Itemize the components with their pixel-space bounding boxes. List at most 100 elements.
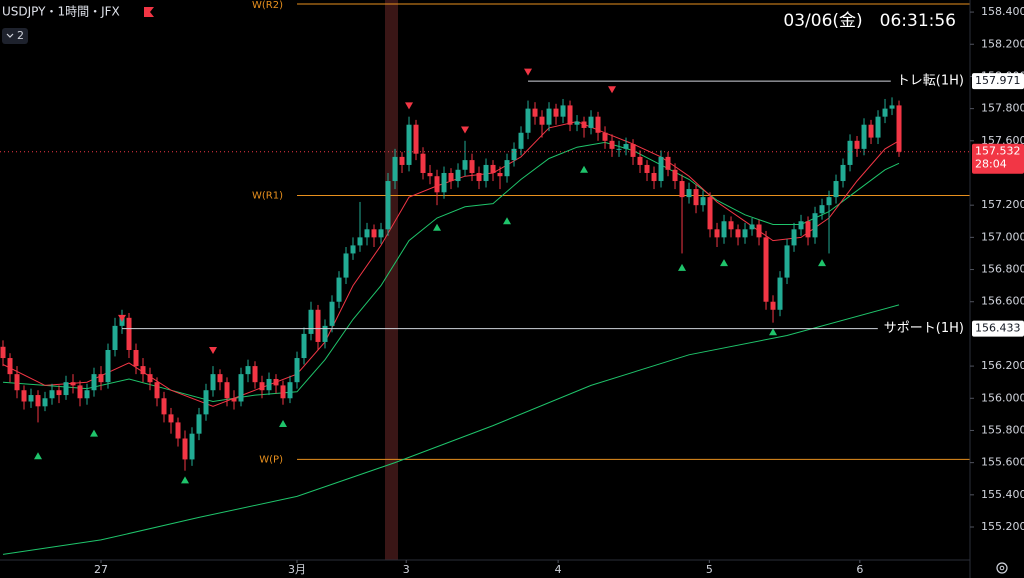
candle-body	[406, 124, 412, 165]
buy-signal	[678, 263, 687, 271]
candle-body	[553, 108, 559, 117]
pivot-label: W(R2)	[252, 0, 283, 11]
y-tick-label: 155.600	[981, 456, 1024, 469]
candle-body	[329, 301, 335, 326]
candle-body	[700, 197, 706, 206]
candle-body	[588, 116, 594, 128]
sell-signal	[209, 347, 218, 354]
candle-body	[567, 105, 573, 125]
pivot-label: W(P)	[259, 454, 283, 465]
last-price-label: 157.532	[975, 145, 1021, 158]
buy-signal	[580, 165, 589, 173]
candle-body	[791, 229, 797, 246]
candle-body	[168, 414, 174, 423]
candle-body	[805, 221, 811, 238]
flag-icon	[144, 7, 154, 17]
candle-body	[518, 132, 524, 149]
candle-body	[357, 237, 363, 246]
candle-body	[84, 390, 90, 399]
buy-signal	[503, 217, 512, 225]
y-tick-label: 155.400	[981, 488, 1024, 501]
price-box	[972, 320, 1024, 337]
candle-body	[56, 390, 62, 396]
buy-signal	[818, 259, 827, 267]
candle-body	[665, 156, 671, 170]
candle-body	[784, 245, 790, 278]
x-tick-label: 3月	[288, 563, 306, 576]
candle-body	[882, 108, 888, 117]
candle-body	[63, 382, 69, 396]
buy-signal	[433, 223, 442, 231]
x-tick-label: 5	[706, 563, 713, 576]
y-tick-label: 158.200	[981, 37, 1024, 50]
settings-icon[interactable]	[996, 562, 1008, 574]
candle-body	[798, 221, 804, 230]
candle-body	[742, 229, 748, 238]
candle-body	[826, 197, 832, 206]
indicator-toggle[interactable]	[2, 28, 28, 44]
candle-body	[322, 325, 328, 342]
candle-body	[448, 172, 454, 182]
y-tick-label: 157.000	[981, 230, 1024, 243]
candle-body	[427, 172, 433, 177]
candle-body	[399, 156, 405, 165]
buy-signal	[90, 429, 99, 437]
candle-body	[161, 398, 167, 415]
y-tick-label: 156.800	[981, 263, 1024, 276]
candle-body	[70, 382, 76, 386]
y-tick-label: 156.000	[981, 391, 1024, 404]
candle-body	[147, 374, 153, 383]
candle-body	[707, 197, 713, 230]
candle-body	[847, 140, 853, 165]
candle-body	[756, 224, 762, 238]
candle-body	[119, 317, 125, 326]
price-box-label: 157.971	[975, 74, 1021, 87]
candle-body	[728, 221, 734, 230]
y-tick-label: 157.800	[981, 102, 1024, 115]
candle-body	[42, 398, 48, 407]
candle-body	[714, 229, 720, 238]
candle-body	[238, 374, 244, 402]
candle-body	[14, 374, 20, 391]
candle-body	[413, 124, 419, 154]
candle-body	[364, 229, 370, 238]
candle-body	[595, 116, 601, 133]
candle-body	[91, 374, 97, 391]
trendline-label: サポート(1H)	[884, 321, 964, 336]
candle-body	[217, 374, 223, 383]
candle-body	[658, 156, 664, 182]
candle-body	[49, 390, 55, 399]
candle-body	[140, 366, 146, 375]
y-tick-label: 156.600	[981, 295, 1024, 308]
candle-body	[469, 160, 475, 173]
candle-body	[112, 325, 118, 350]
candle-body	[525, 108, 531, 133]
candle-body	[105, 350, 111, 383]
candle-body	[679, 181, 685, 198]
candle-body	[21, 390, 27, 402]
candle-body	[385, 181, 391, 230]
sell-signal	[405, 102, 414, 110]
candle-body	[812, 213, 818, 238]
candle-body	[224, 382, 230, 399]
candle-body	[574, 121, 580, 125]
candle-body	[602, 132, 608, 141]
candle-body	[0, 346, 6, 359]
candle-body	[833, 181, 839, 198]
candle-body	[777, 277, 783, 310]
candle-body	[175, 422, 181, 439]
candle-body	[133, 350, 139, 367]
buy-signal	[279, 420, 288, 428]
sell-signal	[608, 86, 617, 94]
candle-body	[280, 385, 286, 399]
sell-signal	[461, 126, 470, 134]
candle-body	[896, 105, 902, 152]
price-box-label: 156.433	[975, 322, 1021, 335]
gear-outer	[996, 562, 1008, 574]
candle-body	[28, 395, 34, 402]
x-tick-label: 27	[94, 563, 108, 576]
candle-body	[560, 105, 566, 117]
countdown-label: 28:04	[975, 158, 1007, 171]
